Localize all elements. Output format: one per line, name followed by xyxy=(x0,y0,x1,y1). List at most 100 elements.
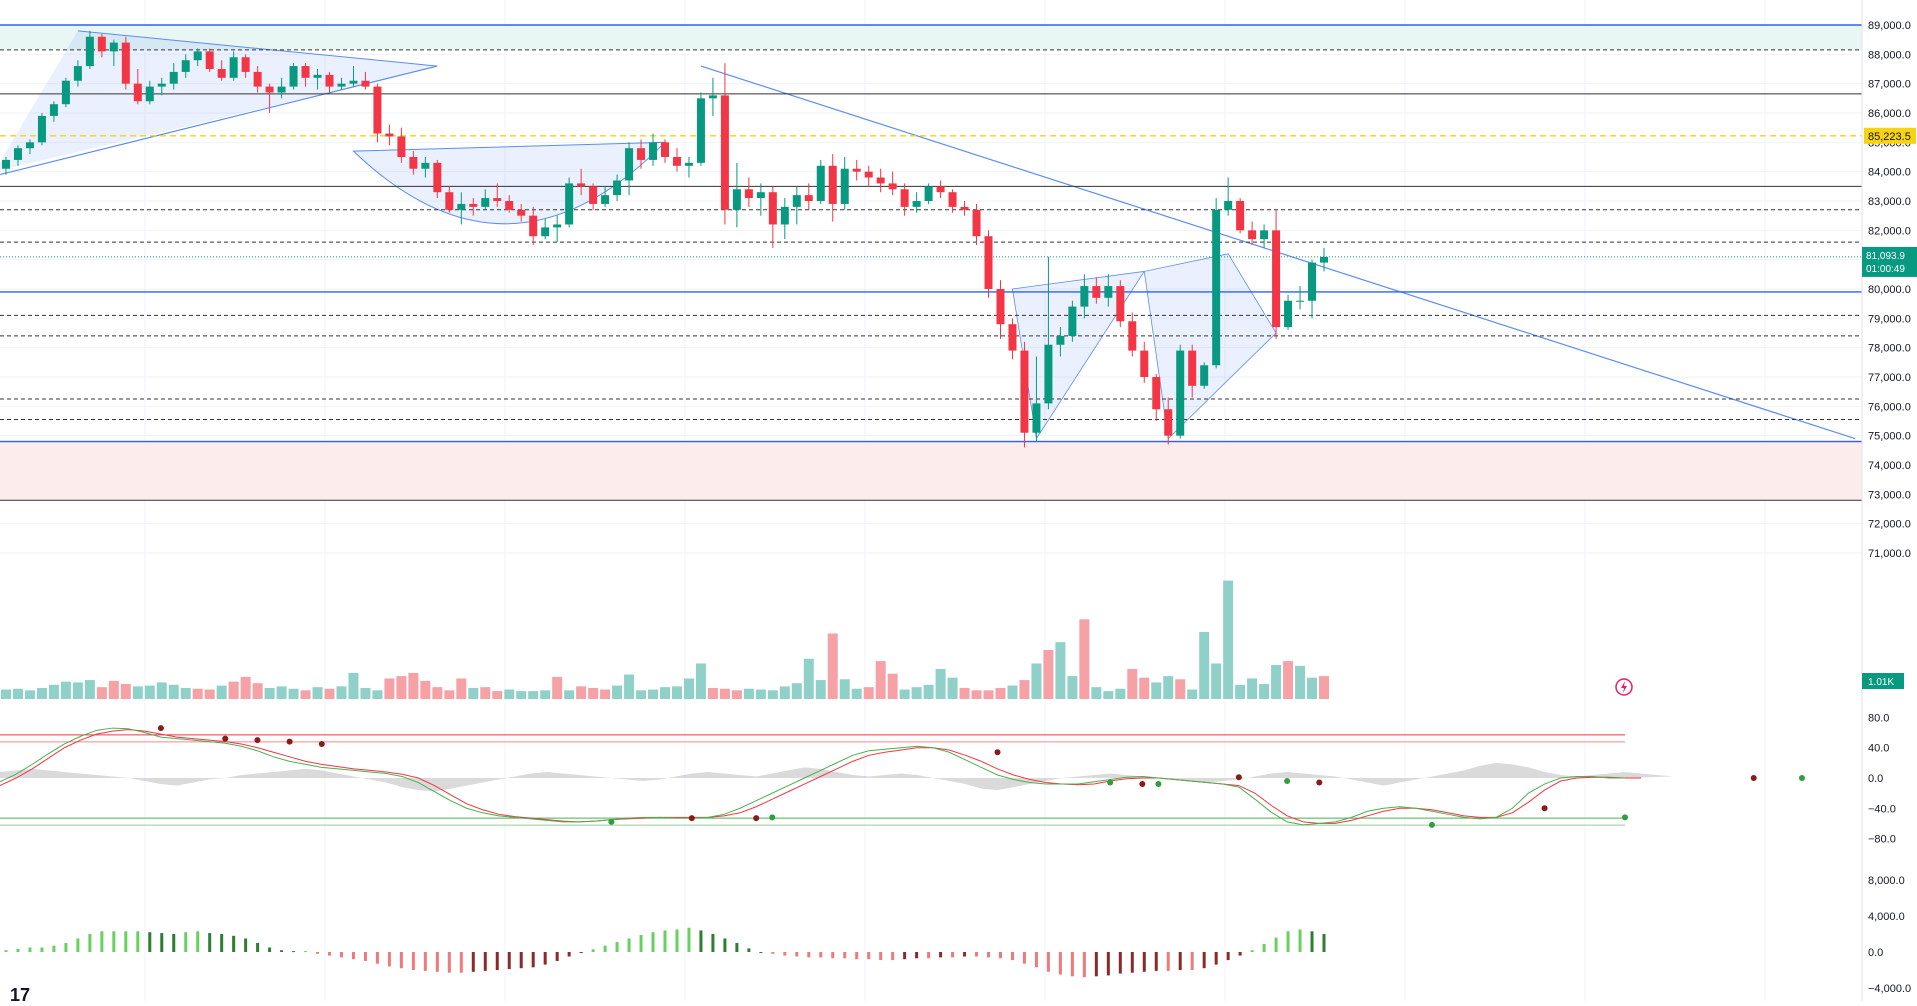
candles xyxy=(2,30,1328,448)
candle-body xyxy=(1152,377,1161,410)
volume-bar xyxy=(899,689,910,699)
macd-bar xyxy=(627,938,631,952)
macd-bar xyxy=(951,952,955,958)
volume-bar xyxy=(264,687,275,699)
macd-bar xyxy=(471,952,475,972)
volume-bar xyxy=(288,688,299,699)
candle-body xyxy=(1248,230,1257,240)
volume-bar xyxy=(312,687,323,699)
volume-bar xyxy=(671,686,682,699)
candle-body xyxy=(253,71,262,87)
macd-bar xyxy=(927,952,931,959)
stoch-cross-marker xyxy=(994,749,1001,756)
candle-body xyxy=(744,189,753,199)
volume-bar xyxy=(240,676,251,699)
macd-bar xyxy=(1142,952,1146,972)
price-tick-label: 79,000.0 xyxy=(1868,313,1911,325)
volume-bar xyxy=(1295,665,1306,699)
macd-tick-label: 4,000.0 xyxy=(1868,911,1905,923)
price-tick-label: 73,000.0 xyxy=(1868,489,1911,501)
volume-bar xyxy=(707,687,718,699)
candle-body xyxy=(1212,209,1221,366)
candle-body xyxy=(109,42,118,52)
cup-pattern xyxy=(352,141,667,225)
candle-body xyxy=(708,95,717,99)
volume-bar xyxy=(252,683,263,699)
macd-bar xyxy=(184,932,188,952)
macd-bar xyxy=(795,952,799,957)
volume-bar xyxy=(504,689,515,699)
candle-body xyxy=(1080,286,1089,307)
price-tick-label: 86,000.0 xyxy=(1868,108,1911,120)
volume-bar xyxy=(839,679,850,699)
tradingview-logo[interactable]: 17 xyxy=(10,985,31,1005)
candle-body xyxy=(792,195,801,207)
volume-bar xyxy=(851,688,862,699)
candle-body xyxy=(1140,350,1149,377)
volume-bar xyxy=(1007,685,1018,699)
stoch-cross-marker xyxy=(1139,781,1146,788)
stoch-cross-marker xyxy=(688,815,695,822)
candle-body xyxy=(1188,350,1197,386)
stoch-tick-label: −80.0 xyxy=(1868,834,1896,846)
price-axis[interactable]: 89,000.088,000.087,000.086,000.085,000.0… xyxy=(1615,0,1917,1001)
volume-bar xyxy=(180,687,191,699)
volume-bar xyxy=(324,688,335,699)
macd-bar xyxy=(998,952,1002,959)
macd-bar xyxy=(459,952,463,973)
macd-bar xyxy=(124,931,128,952)
volume-bar xyxy=(564,690,575,699)
macd-bar xyxy=(519,952,523,969)
stoch-cross-marker xyxy=(1284,778,1291,785)
volume-bar xyxy=(719,688,730,699)
candle-body xyxy=(133,83,142,102)
candle-body xyxy=(217,69,226,78)
volume-badge xyxy=(1862,673,1904,689)
volume-bar xyxy=(1079,619,1090,699)
stoch-cross-marker xyxy=(1316,779,1323,786)
volume-bar xyxy=(947,677,958,699)
macd-bar xyxy=(699,930,703,952)
candle-body xyxy=(852,168,861,172)
candle-body xyxy=(972,209,981,237)
volume-bar xyxy=(959,687,970,699)
price-tick-label: 78,000.0 xyxy=(1868,343,1911,355)
resistance-zone xyxy=(0,25,1862,50)
macd-bar xyxy=(831,952,835,959)
flash-icon-glyph xyxy=(1621,681,1627,693)
candle-body xyxy=(481,198,490,207)
candle-body xyxy=(912,201,921,207)
candle-body xyxy=(385,133,394,137)
macd-bar xyxy=(735,943,739,952)
candle-body xyxy=(73,66,82,81)
volume-bar xyxy=(695,663,706,699)
stochastic-rsi-pane xyxy=(0,725,1805,828)
volume-bar xyxy=(875,661,886,699)
candle-body xyxy=(277,86,286,93)
candle-body xyxy=(840,168,849,204)
candle-body xyxy=(625,148,634,181)
macd-bar xyxy=(675,929,679,952)
macd-bar xyxy=(136,931,140,952)
volume-bar xyxy=(648,689,659,699)
candle-body xyxy=(720,95,729,210)
candle-body xyxy=(1116,286,1125,322)
macd-bar xyxy=(723,938,727,952)
candle-body xyxy=(828,165,837,204)
candle-body xyxy=(289,66,298,87)
macd-bar xyxy=(747,948,751,952)
candle-body xyxy=(25,142,34,149)
level-price-badge xyxy=(1864,127,1916,144)
volume-bar xyxy=(935,669,946,699)
macd-bar xyxy=(687,927,691,952)
macd-bar xyxy=(1202,952,1206,969)
macd-bar xyxy=(1298,929,1302,952)
candle-body xyxy=(900,189,909,207)
macd-bar xyxy=(1070,952,1074,977)
macd-bar xyxy=(579,952,583,953)
candle-body xyxy=(649,142,658,160)
macd-bar xyxy=(879,952,883,961)
candle-body xyxy=(589,186,598,204)
